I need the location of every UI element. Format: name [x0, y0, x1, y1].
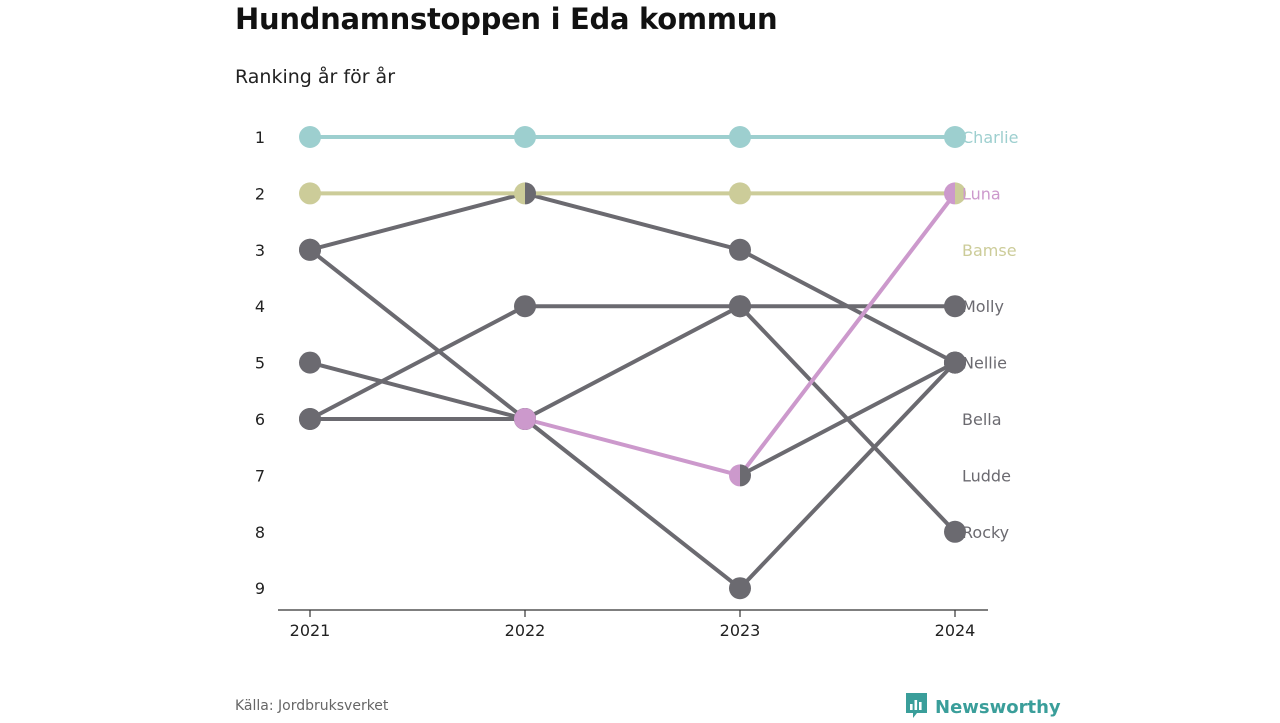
x-tick-label: 2021: [290, 621, 331, 640]
newsworthy-logo: Newsworthy: [905, 692, 1061, 723]
markers-layer: [299, 126, 966, 600]
marker-bamse-2023: [729, 182, 751, 205]
lines-layer: [308, 135, 957, 591]
y-tick-label: 2: [255, 184, 265, 203]
series-line-rocky: [308, 247, 957, 591]
marker-ludde-2023: [729, 295, 751, 318]
marker-ludde-2024: [944, 520, 966, 543]
x-tick-label: 2023: [720, 621, 761, 640]
end-label-nellie: Nellie: [962, 354, 1007, 373]
end-label-rocky: Rocky: [962, 523, 1009, 542]
series-line-bella: [308, 360, 527, 421]
series-line-nellie: [308, 191, 957, 365]
end-label-bella: Bella: [962, 410, 1002, 429]
series-line-ludde: [308, 304, 957, 534]
split-marker-right-half: [955, 182, 966, 205]
series-line-extra-0: [738, 360, 957, 478]
bar-chart-speech-bubble-icon: [905, 692, 928, 723]
marker-luna-2022: [514, 408, 536, 430]
source-note: Källa: Jordbruksverket: [235, 698, 389, 714]
split-marker-left-half: [944, 182, 955, 205]
chart-subtitle: Ranking år för år: [235, 66, 396, 88]
y-tick-label: 5: [255, 354, 265, 373]
marker-charlie-2022: [514, 126, 536, 148]
y-tick-label: 4: [255, 297, 265, 316]
marker-charlie-2021: [299, 126, 321, 148]
end-label-ludde: Ludde: [962, 466, 1011, 485]
marker-molly-2022: [514, 295, 536, 318]
marker-nellie-2023: [729, 238, 751, 261]
end-label-luna: Luna: [962, 184, 1001, 203]
end-label-molly: Molly: [962, 297, 1004, 316]
marker-charlie-2024: [944, 126, 966, 148]
split-marker-2023-rank-7: [729, 464, 751, 487]
y-tick-label: 3: [255, 241, 265, 260]
split-marker-right-half: [525, 182, 537, 205]
marker-bamse-2021: [299, 182, 321, 205]
marker-rocky-2023: [729, 577, 751, 600]
marker-bella-2021: [299, 351, 321, 374]
y-tick-label: 7: [255, 466, 265, 485]
split-marker-2024-rank-2: [944, 182, 966, 205]
x-tick-label: 2024: [935, 621, 976, 640]
chart-title: Hundnamnstoppen i Eda kommun: [235, 2, 778, 36]
logo-text: Newsworthy: [935, 697, 1061, 718]
marker-extra-0-2024: [944, 351, 966, 374]
y-tick-label: 9: [255, 579, 265, 598]
marker-rocky-2021: [299, 238, 321, 261]
marker-charlie-2023: [729, 126, 751, 148]
y-tick-label: 6: [255, 410, 265, 429]
marker-molly-2024: [944, 295, 966, 318]
split-marker-right-half: [740, 464, 751, 487]
marker-ludde-2021: [299, 408, 321, 430]
x-tick-label: 2022: [505, 621, 546, 640]
end-label-charlie: Charlie: [962, 128, 1018, 147]
split-marker-left-half: [729, 464, 740, 487]
y-tick-label: 1: [255, 128, 265, 147]
split-marker-left-half: [514, 182, 525, 205]
y-tick-label: 8: [255, 523, 265, 542]
labels-layer: 1 2 3 4 5 6 7 8 9 2021 2022 2023 2024 Charlie Luna Bams…: [255, 128, 1019, 640]
end-label-bamse: Bamse: [962, 241, 1017, 260]
split-marker-2022-rank-2: [514, 182, 537, 205]
